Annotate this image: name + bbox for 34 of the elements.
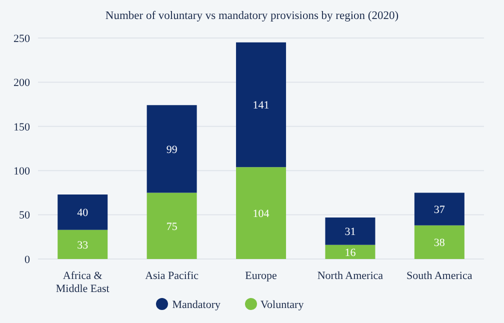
y-tick-label: 250 [14,32,30,45]
data-label: 104 [252,208,270,220]
bar [414,225,464,259]
data-label: 99 [166,144,178,156]
y-tick-label: 150 [14,121,30,134]
bar [146,192,197,259]
bar [58,230,108,259]
data-label: 33 [77,239,89,252]
x-tick-label: Europe [245,270,277,282]
bar [325,217,376,245]
legend-label: Mandatory [172,299,221,311]
chart-title: Number of voluntary vs mandatory provisions by region (2020) [104,10,400,22]
y-tick-label: 50 [19,210,30,222]
data-label: 38 [434,237,446,250]
data-label: 31 [344,226,356,238]
data-label: 75 [166,220,178,233]
bar [146,105,197,193]
bar [236,42,286,168]
bar [414,192,464,226]
bar [58,194,108,230]
x-tick-label: Africa & Middle East [56,270,110,295]
data-label: 40 [77,207,89,220]
y-tick-label: 200 [14,77,30,90]
x-tick-label: South America [406,270,472,282]
bar [325,244,376,259]
y-tick-label: 100 [14,166,30,178]
data-label: 16 [344,246,356,259]
x-tick-label: Asia Pacific [145,270,199,282]
legend-label: Voluntary [260,299,304,311]
data-label: 141 [252,100,270,112]
bar [236,167,286,259]
x-tick-label: North America [317,270,384,282]
y-tick-label: 0 [24,254,30,266]
data-label: 37 [434,204,446,216]
